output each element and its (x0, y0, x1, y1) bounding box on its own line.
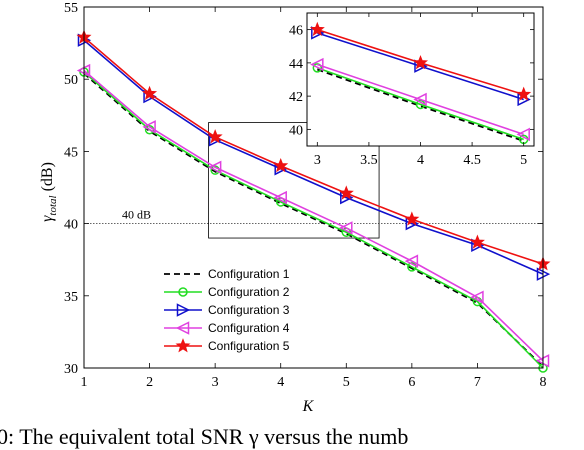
legend-entry-4: Configuration 4 (208, 321, 290, 335)
inset-series-line-1 (317, 68, 524, 142)
legend-entry-2: Configuration 2 (208, 285, 290, 299)
inset-series-line-2 (317, 67, 524, 141)
inset-x-tick-label: 5 (520, 153, 527, 168)
series-4-point-5 (339, 221, 353, 235)
figure-caption: 10: The equivalent total SNR γ versus th… (0, 424, 409, 449)
y-tick-label: 45 (64, 145, 78, 160)
inset-series-4-point-2 (413, 92, 427, 107)
inset-y-tick-label: 42 (289, 90, 303, 105)
x-tick-label: 4 (277, 375, 284, 390)
inset-x-tick-label: 3 (314, 153, 321, 168)
legend-entry-5: Configuration 5 (208, 339, 290, 353)
y-tick-label: 35 (64, 290, 78, 305)
series-4-point-3 (207, 160, 222, 174)
series-line-4 (83, 69, 544, 362)
y-axis-label-symbol: γ (39, 215, 56, 222)
series-4-point-7 (470, 290, 484, 304)
legend-marker-5 (175, 338, 191, 353)
legend-marker-3 (176, 303, 191, 317)
x-axis-label: K (302, 398, 315, 415)
series-5-point-5 (338, 185, 354, 200)
inset-series-2-point-1 (312, 63, 323, 73)
y-tick-label: 40 (64, 218, 78, 233)
inset-x-tick-label: 3.5 (360, 153, 378, 168)
zoom-region-box (208, 122, 380, 239)
series-5-point-3 (207, 129, 223, 144)
inset-plot: 3 3.5 4 4.5 5 40 42 44 46 (289, 12, 535, 168)
inset-series-4-point-3 (516, 127, 530, 142)
legend-marker-2 (178, 287, 188, 297)
x-tick-label: 3 (212, 375, 219, 390)
inset-series-5-point-2 (413, 55, 428, 70)
x-tick-label: 5 (343, 375, 350, 390)
series-4-point-6 (404, 254, 419, 268)
series-4-point-4 (273, 190, 287, 205)
legend-marker-4 (175, 321, 190, 335)
series-2-point-6 (407, 262, 417, 272)
y-axis-label-subscript: total (47, 195, 59, 215)
y-tick-label: 30 (64, 362, 78, 377)
x-tick-label: 2 (146, 375, 153, 390)
reference-line-label: 40 dB (122, 208, 151, 222)
series-5-point-6 (404, 211, 420, 226)
series-line-5 (83, 36, 544, 265)
series-line-1 (83, 72, 544, 368)
inset-y-tick-label: 44 (289, 57, 303, 72)
series-5-point-7 (469, 234, 485, 249)
x-tick-label: 7 (474, 375, 481, 390)
y-axis-label: γtotal (dB) (39, 162, 59, 222)
y-axis-label-unit: (dB) (39, 162, 56, 195)
plot-frame (83, 6, 544, 369)
legend-entry-3: Configuration 3 (208, 303, 290, 317)
x-tick-label: 1 (81, 375, 88, 390)
inset-series-line-4 (317, 63, 524, 136)
legend: Configuration 1 Configuration 2 Configurat… (160, 264, 308, 360)
inset-x-tick-label: 4 (417, 153, 424, 168)
y-tick-label: 50 (64, 73, 78, 88)
inset-y-tick-label: 46 (289, 24, 303, 39)
y-tick-label: 55 (64, 1, 78, 16)
x-tick-label: 8 (540, 375, 547, 390)
inset-x-tick-label: 4.5 (463, 153, 481, 168)
inset-series-4-point-1 (310, 57, 324, 72)
series-2-point-3 (210, 165, 220, 175)
inset-y-tick-label: 40 (289, 123, 303, 138)
inset-series-5-point-3 (516, 86, 532, 101)
inset-series-5-point-1 (309, 21, 325, 36)
series-5-point-2 (142, 85, 158, 101)
x-tick-label: 6 (408, 375, 415, 390)
series-4-point-2 (142, 120, 156, 134)
series-line-3 (83, 39, 544, 275)
series-line-2 (83, 71, 544, 369)
legend-entry-1: Configuration 1 (208, 267, 290, 281)
series-5-point-4 (273, 157, 289, 173)
